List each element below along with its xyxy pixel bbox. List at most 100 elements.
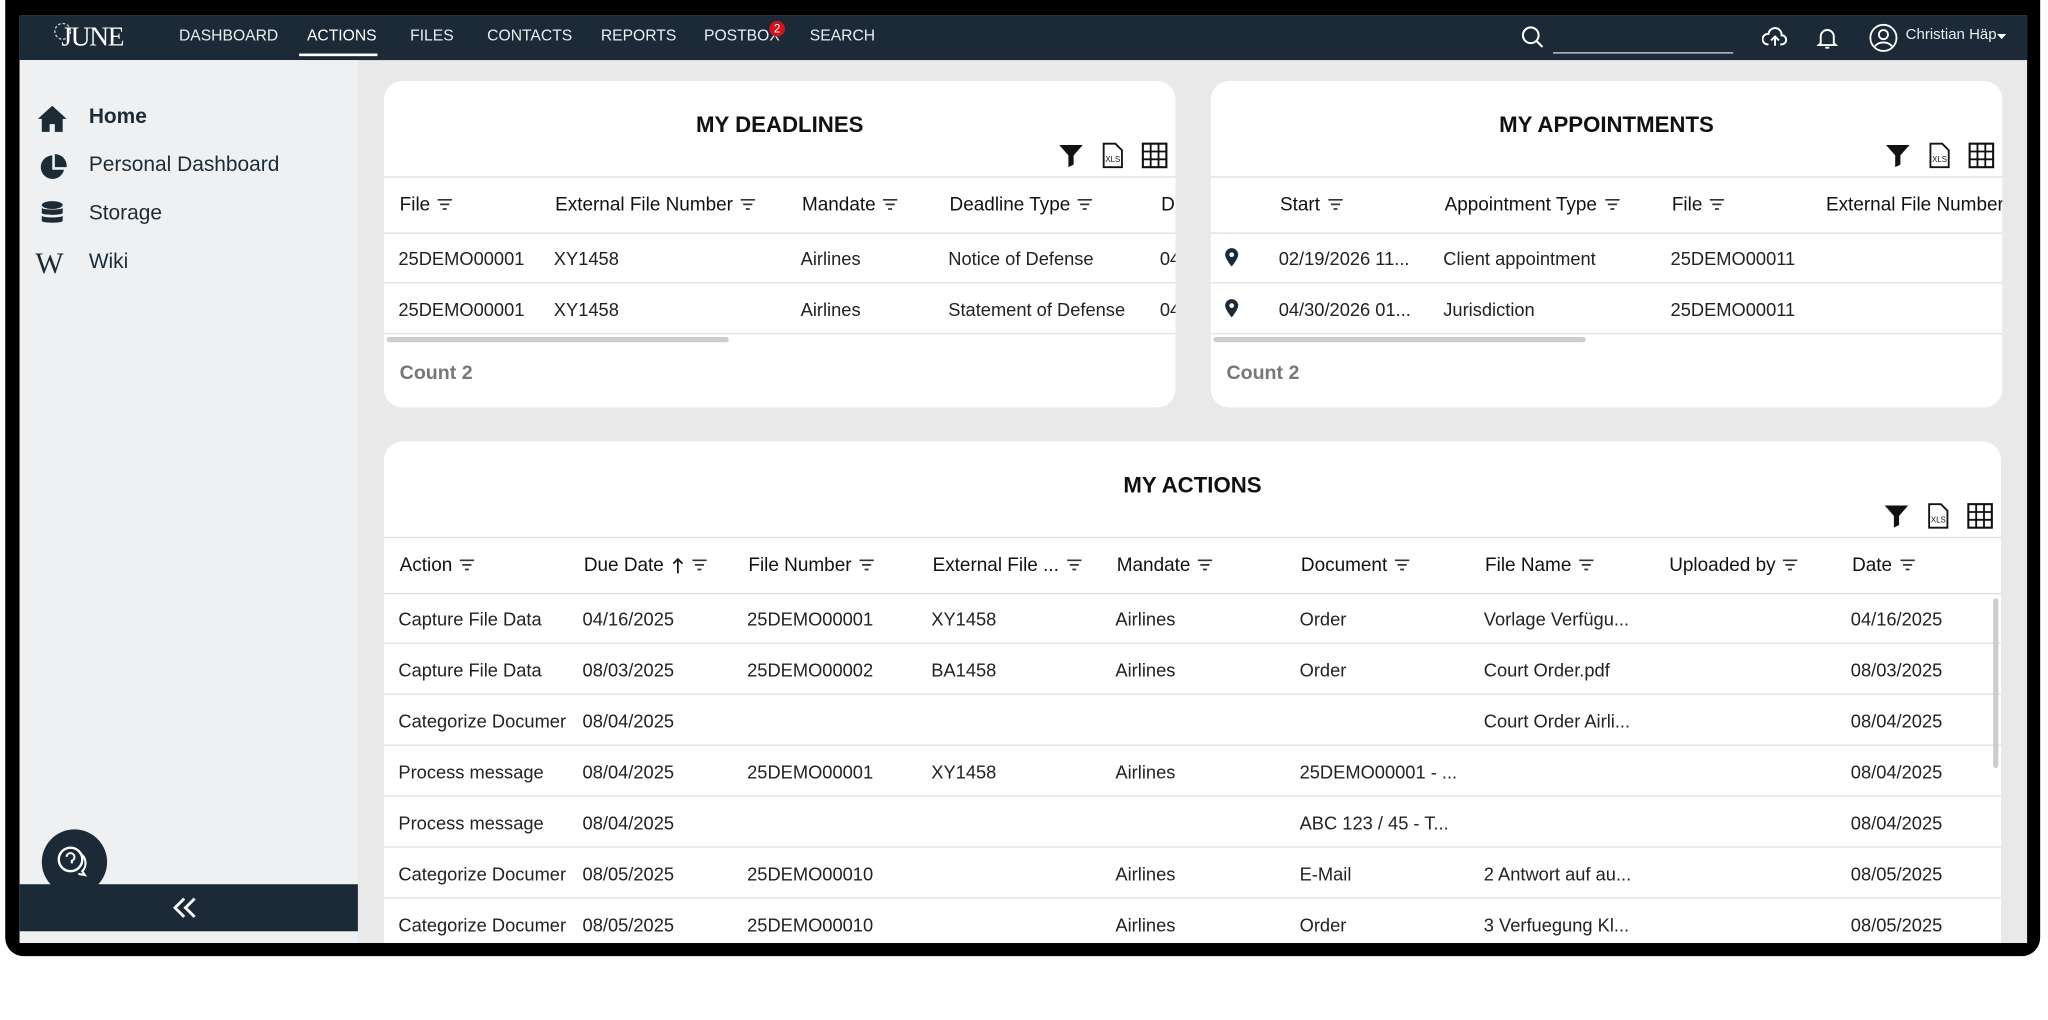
column-filter-icon[interactable] — [859, 559, 875, 572]
home-icon — [37, 105, 67, 132]
nav-item[interactable]: ACTIONS — [306, 26, 377, 45]
column-header[interactable]: Appointment Type — [1445, 195, 1621, 216]
sidebar-item[interactable]: Storage — [88, 202, 163, 225]
sidebar-item[interactable]: Home — [88, 105, 147, 128]
header-text: Appointment Type — [1444, 194, 1597, 216]
caret — [1997, 33, 2007, 40]
column-header[interactable]: File — [1672, 195, 1726, 216]
nav-item[interactable]: SEARCH — [809, 26, 876, 45]
column-filter-icon[interactable] — [438, 198, 454, 212]
column-filter-icon[interactable] — [692, 559, 709, 572]
column-header[interactable]: De — [1161, 195, 1175, 216]
nav-item[interactable]: REPORTS — [600, 26, 677, 45]
user-icon[interactable] — [1868, 22, 1899, 53]
excel-icon[interactable]: XLS — [1100, 142, 1126, 169]
table-row — [383, 746, 2001, 797]
search-input[interactable] — [1552, 51, 1734, 54]
column-header[interactable]: File Name — [1485, 555, 1595, 576]
logo[interactable]: JUNE — [61, 20, 124, 53]
column-filter-icon[interactable] — [740, 198, 757, 212]
sidebar-item[interactable]: Personal Dashboard — [88, 154, 280, 177]
help-button[interactable] — [40, 828, 108, 896]
excel-icon[interactable]: XLS — [1927, 142, 1953, 169]
header-text: De — [1161, 194, 1175, 216]
table-cell: ABC 123 / 45 - T... — [1299, 812, 1449, 834]
nav-item[interactable]: DASHBOARD — [178, 26, 279, 45]
column-header[interactable]: External File Number — [555, 195, 756, 216]
sidebar-item[interactable]: Wiki — [88, 250, 129, 273]
column-filter-icon[interactable] — [1078, 198, 1094, 212]
table-cell: Airlines — [1115, 659, 1176, 681]
column-filter-icon[interactable] — [1710, 198, 1726, 212]
column-header[interactable]: Due Date — [584, 555, 708, 576]
columns-icon[interactable] — [1141, 142, 1168, 169]
table-cell: 08/04/2025 — [582, 812, 675, 834]
column-filter-icon[interactable] — [1783, 559, 1799, 572]
column-header[interactable]: Action — [400, 555, 476, 576]
sort-arrow[interactable] — [672, 556, 685, 574]
column-header[interactable]: External File Number — [1826, 195, 2002, 216]
table-row — [383, 232, 1176, 284]
column-header[interactable]: Document — [1301, 555, 1411, 576]
table-cell: Capture File Data — [398, 659, 542, 681]
svg-text:XLS: XLS — [1932, 155, 1947, 164]
table-row — [1210, 283, 2003, 335]
table-cell: 04/16/2025 — [1850, 608, 1943, 630]
column-filter-icon[interactable] — [1899, 559, 1916, 572]
table-row — [383, 283, 1176, 335]
collapse-bar[interactable] — [19, 884, 358, 932]
table-cell: Vorlage Verfügu... — [1483, 608, 1630, 630]
user-name[interactable]: Christian Häp — [1905, 27, 1997, 44]
columns-icon[interactable] — [1967, 503, 1993, 529]
nav-item[interactable]: CONTACTS — [487, 26, 573, 45]
nav-item[interactable]: POSTBOX — [703, 26, 780, 45]
dashboard-icon — [40, 154, 67, 179]
column-header[interactable]: File Number — [748, 555, 875, 576]
table-cell: 04/30/2026 01... — [1278, 299, 1411, 320]
table-cell: 02/19/2026 11... — [1278, 248, 1410, 270]
column-header[interactable]: External File ... — [933, 555, 1083, 576]
column-header[interactable]: Uploaded by — [1669, 555, 1799, 576]
table-cell: 08/04/2025 — [1850, 812, 1943, 834]
column-header[interactable]: Start — [1280, 195, 1344, 216]
column-header[interactable]: Deadline Type — [950, 195, 1094, 216]
table-cell: 08/04/2025 — [582, 761, 675, 783]
column-filter-icon[interactable] — [1579, 559, 1595, 572]
column-filter-icon[interactable] — [1066, 559, 1083, 572]
upload-icon[interactable] — [1761, 25, 1788, 51]
table-cell: 25DEMO00002 — [747, 659, 874, 681]
header-text: Action — [399, 555, 453, 576]
column-filter-icon[interactable] — [1327, 198, 1344, 212]
search-icon[interactable] — [1520, 25, 1546, 51]
panel-title: MY DEADLINES — [696, 112, 864, 138]
panel-title: MY APPOINTMENTS — [1499, 112, 1714, 138]
header-text: Mandate — [1116, 555, 1191, 576]
nav-item[interactable]: FILES — [410, 26, 454, 45]
column-filter-icon[interactable] — [1198, 559, 1214, 572]
column-filter-icon[interactable] — [460, 559, 476, 572]
column-header[interactable]: File — [400, 195, 454, 216]
table-cell: 08/05/2025 — [1850, 914, 1943, 936]
table-cell: Categorize Documer — [398, 863, 567, 885]
bell-icon[interactable] — [1814, 25, 1840, 51]
column-filter-icon[interactable] — [1604, 198, 1621, 212]
excel-icon[interactable]: XLS — [1925, 503, 1951, 529]
filter-icon[interactable] — [1883, 503, 1909, 529]
table-cell: 25DEMO00011 — [1670, 248, 1796, 270]
column-header[interactable]: Mandate — [1117, 555, 1214, 576]
column-filter-icon[interactable] — [1395, 559, 1411, 572]
column-filter-icon[interactable] — [883, 198, 900, 212]
filter-icon[interactable] — [1885, 142, 1911, 168]
columns-icon[interactable] — [1968, 142, 1995, 169]
column-header[interactable]: Mandate — [802, 195, 899, 216]
table-cell: 25DEMO00010 — [747, 863, 874, 885]
table-header — [1210, 176, 2003, 234]
column-header[interactable]: Date — [1852, 555, 1916, 576]
filter-icon[interactable] — [1058, 142, 1084, 168]
pin-icon — [1225, 299, 1239, 318]
logo-mark — [54, 22, 72, 40]
scrollbar — [1213, 336, 1586, 343]
table-cell: 25DEMO00001 — [398, 299, 525, 320]
table-cell: Process message — [398, 812, 544, 834]
table-cell: XY1458 — [553, 299, 619, 320]
